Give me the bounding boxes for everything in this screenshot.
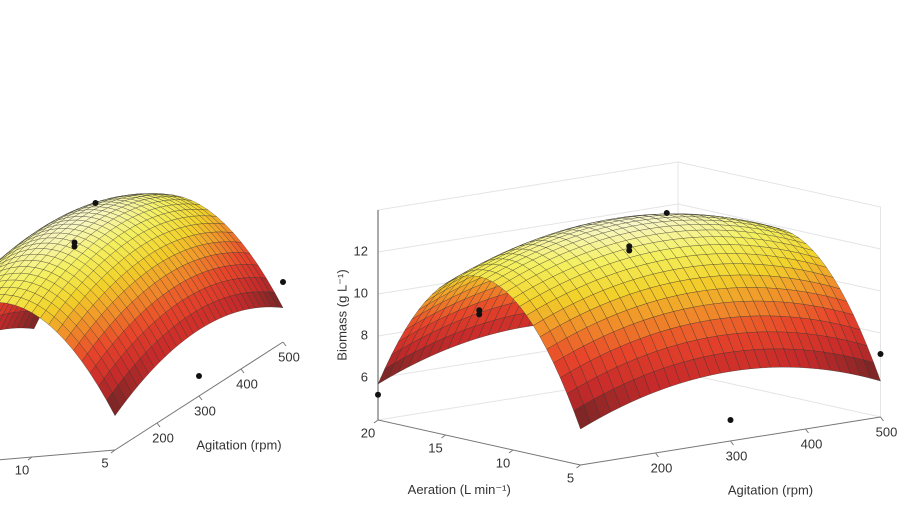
y-tick	[27, 456, 33, 461]
axis-wall	[677, 161, 881, 418]
x-tick	[880, 416, 884, 422]
y-axis	[0, 449, 116, 461]
z-tick-label: 12	[354, 243, 368, 258]
x-tick-label: 300	[726, 448, 748, 463]
y-tick	[373, 419, 379, 424]
data-point	[626, 247, 633, 254]
data-point	[476, 307, 483, 314]
surface-panel: 6 8 10 12 Biomass (g L⁻¹) 200 300 400 500 20 15 10 5…	[334, 161, 898, 497]
grid-line	[377, 203, 881, 253]
x-tick	[730, 440, 734, 446]
data-point	[196, 373, 202, 379]
data-point	[280, 279, 286, 285]
data-point	[71, 239, 78, 246]
data-point	[476, 311, 483, 318]
y-tick	[110, 449, 116, 454]
y-tick-label: 15	[428, 440, 442, 455]
data-point	[877, 351, 884, 357]
y-tick	[576, 464, 581, 469]
y-axis	[377, 419, 581, 466]
x-tick-label: 200	[651, 460, 673, 475]
data-point	[663, 210, 670, 216]
x-tick-label: 400	[801, 436, 823, 451]
y-tick-label: 10	[15, 462, 29, 477]
data-point	[375, 391, 381, 398]
surface-cell	[573, 404, 591, 430]
y-tick	[441, 434, 446, 439]
y-axis-title: Aeration (L min⁻¹)	[408, 482, 511, 497]
y-tick-label: 10	[496, 455, 510, 470]
y-tick-label: 5	[101, 455, 108, 470]
z-tick-label: 6	[361, 369, 368, 384]
z-axis-title: Biomass (g L⁻¹)	[334, 269, 349, 360]
y-tick-label: 20	[361, 425, 375, 440]
x-tick	[805, 428, 809, 434]
surface-cell	[106, 392, 121, 417]
surface-panel: 200 300 400 500 5 10 Agitation (rpm)	[0, 193, 300, 477]
x-tick-label: 500	[278, 349, 300, 364]
x-tick	[655, 452, 659, 458]
x-tick	[282, 341, 287, 347]
data-point	[727, 417, 734, 423]
x-tick	[198, 395, 203, 401]
z-tick-label: 10	[354, 285, 368, 300]
x-axis-title: Agitation (rpm)	[196, 437, 281, 452]
x-tick	[156, 422, 161, 428]
z-tick-label: 8	[361, 327, 368, 342]
x-axis-title: Agitation (rpm)	[728, 482, 813, 497]
data-point	[626, 243, 633, 250]
x-tick	[240, 368, 245, 374]
x-tick-label: 400	[236, 376, 258, 391]
y-tick-label: 5	[567, 470, 574, 485]
x-tick-label: 300	[194, 403, 216, 418]
x-tick-label: 500	[876, 424, 898, 439]
data-point	[92, 200, 99, 206]
y-tick	[508, 449, 514, 454]
x-tick-label: 200	[152, 430, 174, 445]
